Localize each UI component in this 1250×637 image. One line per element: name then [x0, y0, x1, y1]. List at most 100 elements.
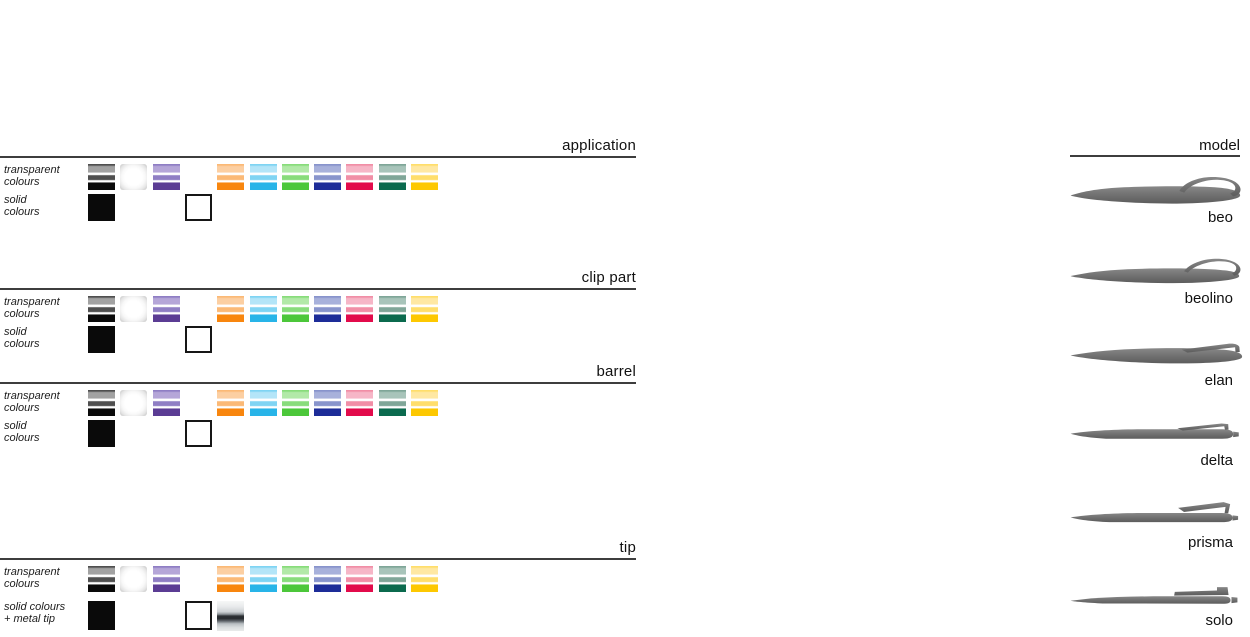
- pen-beo-icon: [1070, 177, 1241, 204]
- swatch-tip-transparent-clear[interactable]: [120, 566, 147, 592]
- swatch-clip-part-transparent-green[interactable]: [282, 296, 309, 322]
- swatch-application-transparent-yellow[interactable]: [411, 164, 438, 190]
- swatch-clip-part-transparent-blue[interactable]: [314, 296, 341, 322]
- swatch-tip-transparent-yellow[interactable]: [411, 566, 438, 592]
- swatch-tip-solid-black[interactable]: [88, 601, 115, 630]
- swatch-application-transparent-cyan[interactable]: [250, 164, 277, 190]
- pen-elan-icon: [1070, 343, 1243, 364]
- row-label-clip-part-solid: solid colours: [4, 326, 39, 350]
- swatch-barrel-transparent-red[interactable]: [346, 390, 373, 416]
- model-label-beo[interactable]: beo: [1207, 209, 1233, 226]
- row-label-line: transparent: [4, 296, 60, 308]
- model-delta[interactable]: [1068, 415, 1246, 449]
- swatch-application-transparent-clear[interactable]: [120, 164, 147, 190]
- row-label-line: colours: [4, 338, 40, 350]
- swatch-clip-part-solid-white[interactable]: [185, 326, 212, 353]
- row-label-application-solid: solid colours: [4, 194, 39, 218]
- pen-prisma-icon: [1070, 502, 1239, 523]
- swatch-tip-transparent-teal[interactable]: [379, 566, 406, 592]
- row-label-barrel-solid: solid colours: [4, 420, 39, 444]
- row-label-line: colours: [4, 402, 40, 414]
- swatch-application-transparent-blue[interactable]: [314, 164, 341, 190]
- model-elan[interactable]: [1068, 336, 1246, 370]
- swatch-clip-part-transparent-orange[interactable]: [217, 296, 244, 322]
- swatch-application-transparent-teal[interactable]: [379, 164, 406, 190]
- swatch-clip-part-transparent-purple[interactable]: [153, 296, 180, 322]
- row-label-line: solid: [4, 194, 27, 206]
- swatch-barrel-transparent-teal[interactable]: [379, 390, 406, 416]
- swatch-barrel-transparent-smoke[interactable]: [88, 390, 115, 416]
- row-label-line: transparent: [4, 164, 60, 176]
- model-beo[interactable]: [1068, 175, 1246, 209]
- swatch-tip-transparent-blue[interactable]: [314, 566, 341, 592]
- row-label-line: transparent: [4, 566, 60, 578]
- section-rule-tip: [0, 558, 636, 560]
- section-rule-clip-part: [0, 288, 636, 290]
- swatch-clip-part-solid-black[interactable]: [88, 326, 115, 353]
- section-title-barrel: barrel: [596, 363, 636, 380]
- row-label-line: solid: [4, 420, 27, 432]
- swatch-barrel-solid-black[interactable]: [88, 420, 115, 447]
- row-label-line: colours: [4, 578, 40, 590]
- swatch-application-transparent-green[interactable]: [282, 164, 309, 190]
- row-label-line: colours: [4, 308, 40, 320]
- row-label-line: colours: [4, 432, 40, 444]
- row-label-line: transparent: [4, 390, 60, 402]
- swatch-application-transparent-purple[interactable]: [153, 164, 180, 190]
- swatch-application-solid-white[interactable]: [185, 194, 212, 221]
- swatch-barrel-transparent-clear[interactable]: [120, 390, 147, 416]
- section-title-clip-part: clip part: [581, 269, 636, 286]
- swatch-clip-part-transparent-red[interactable]: [346, 296, 373, 322]
- model-column-title: model: [1199, 137, 1240, 154]
- swatch-clip-part-transparent-yellow[interactable]: [411, 296, 438, 322]
- row-label-application-transparent: transparent colours: [4, 164, 60, 188]
- swatch-barrel-transparent-orange[interactable]: [217, 390, 244, 416]
- row-label-barrel-transparent: transparent colours: [4, 390, 60, 414]
- swatch-tip-transparent-red[interactable]: [346, 566, 373, 592]
- section-rule-application: [0, 156, 636, 158]
- swatch-application-transparent-orange[interactable]: [217, 164, 244, 190]
- row-label-line: colours: [4, 206, 40, 218]
- row-label-line: solid: [4, 326, 27, 338]
- model-prisma[interactable]: [1068, 498, 1246, 532]
- swatch-clip-part-transparent-teal[interactable]: [379, 296, 406, 322]
- swatch-application-solid-black[interactable]: [88, 194, 115, 221]
- swatch-tip-transparent-cyan[interactable]: [250, 566, 277, 592]
- swatch-clip-part-transparent-clear[interactable]: [120, 296, 147, 322]
- swatch-barrel-transparent-purple[interactable]: [153, 390, 180, 416]
- swatch-tip-transparent-green[interactable]: [282, 566, 309, 592]
- pen-solo-icon: [1070, 587, 1238, 604]
- swatch-tip-transparent-orange[interactable]: [217, 566, 244, 592]
- pen-beolino-icon: [1070, 258, 1241, 284]
- swatch-barrel-solid-white[interactable]: [185, 420, 212, 447]
- swatch-barrel-transparent-blue[interactable]: [314, 390, 341, 416]
- model-beolino[interactable]: [1068, 256, 1246, 290]
- swatch-tip-transparent-smoke[interactable]: [88, 566, 115, 592]
- swatch-tip-solid-white[interactable]: [185, 601, 212, 630]
- model-label-beolino[interactable]: beolino: [1184, 290, 1233, 307]
- swatch-application-transparent-red[interactable]: [346, 164, 373, 190]
- row-label-clip-part-transparent: transparent colours: [4, 296, 60, 320]
- section-title-tip: tip: [619, 539, 636, 556]
- model-label-solo[interactable]: solo: [1205, 612, 1233, 629]
- model-label-prisma[interactable]: prisma: [1187, 534, 1233, 551]
- model-solo[interactable]: [1068, 581, 1246, 615]
- swatch-barrel-transparent-cyan[interactable]: [250, 390, 277, 416]
- row-label-tip-transparent: transparent colours: [4, 566, 60, 590]
- swatch-tip-solid-metal[interactable]: [217, 601, 244, 631]
- swatch-tip-transparent-purple[interactable]: [153, 566, 180, 592]
- swatch-application-transparent-smoke[interactable]: [88, 164, 115, 190]
- section-rule-barrel: [0, 382, 636, 384]
- row-label-tip-solid: solid colours + metal tip: [4, 601, 65, 625]
- swatch-clip-part-transparent-smoke[interactable]: [88, 296, 115, 322]
- model-label-elan[interactable]: elan: [1204, 372, 1233, 389]
- swatch-clip-part-transparent-cyan[interactable]: [250, 296, 277, 322]
- swatch-barrel-transparent-green[interactable]: [282, 390, 309, 416]
- section-title-application: application: [562, 137, 636, 154]
- model-label-delta[interactable]: delta: [1200, 452, 1233, 469]
- row-label-line: + metal tip: [4, 613, 56, 625]
- swatch-barrel-transparent-yellow[interactable]: [411, 390, 438, 416]
- model-header-rule: [1070, 155, 1240, 157]
- row-label-line: solid colours: [4, 601, 66, 613]
